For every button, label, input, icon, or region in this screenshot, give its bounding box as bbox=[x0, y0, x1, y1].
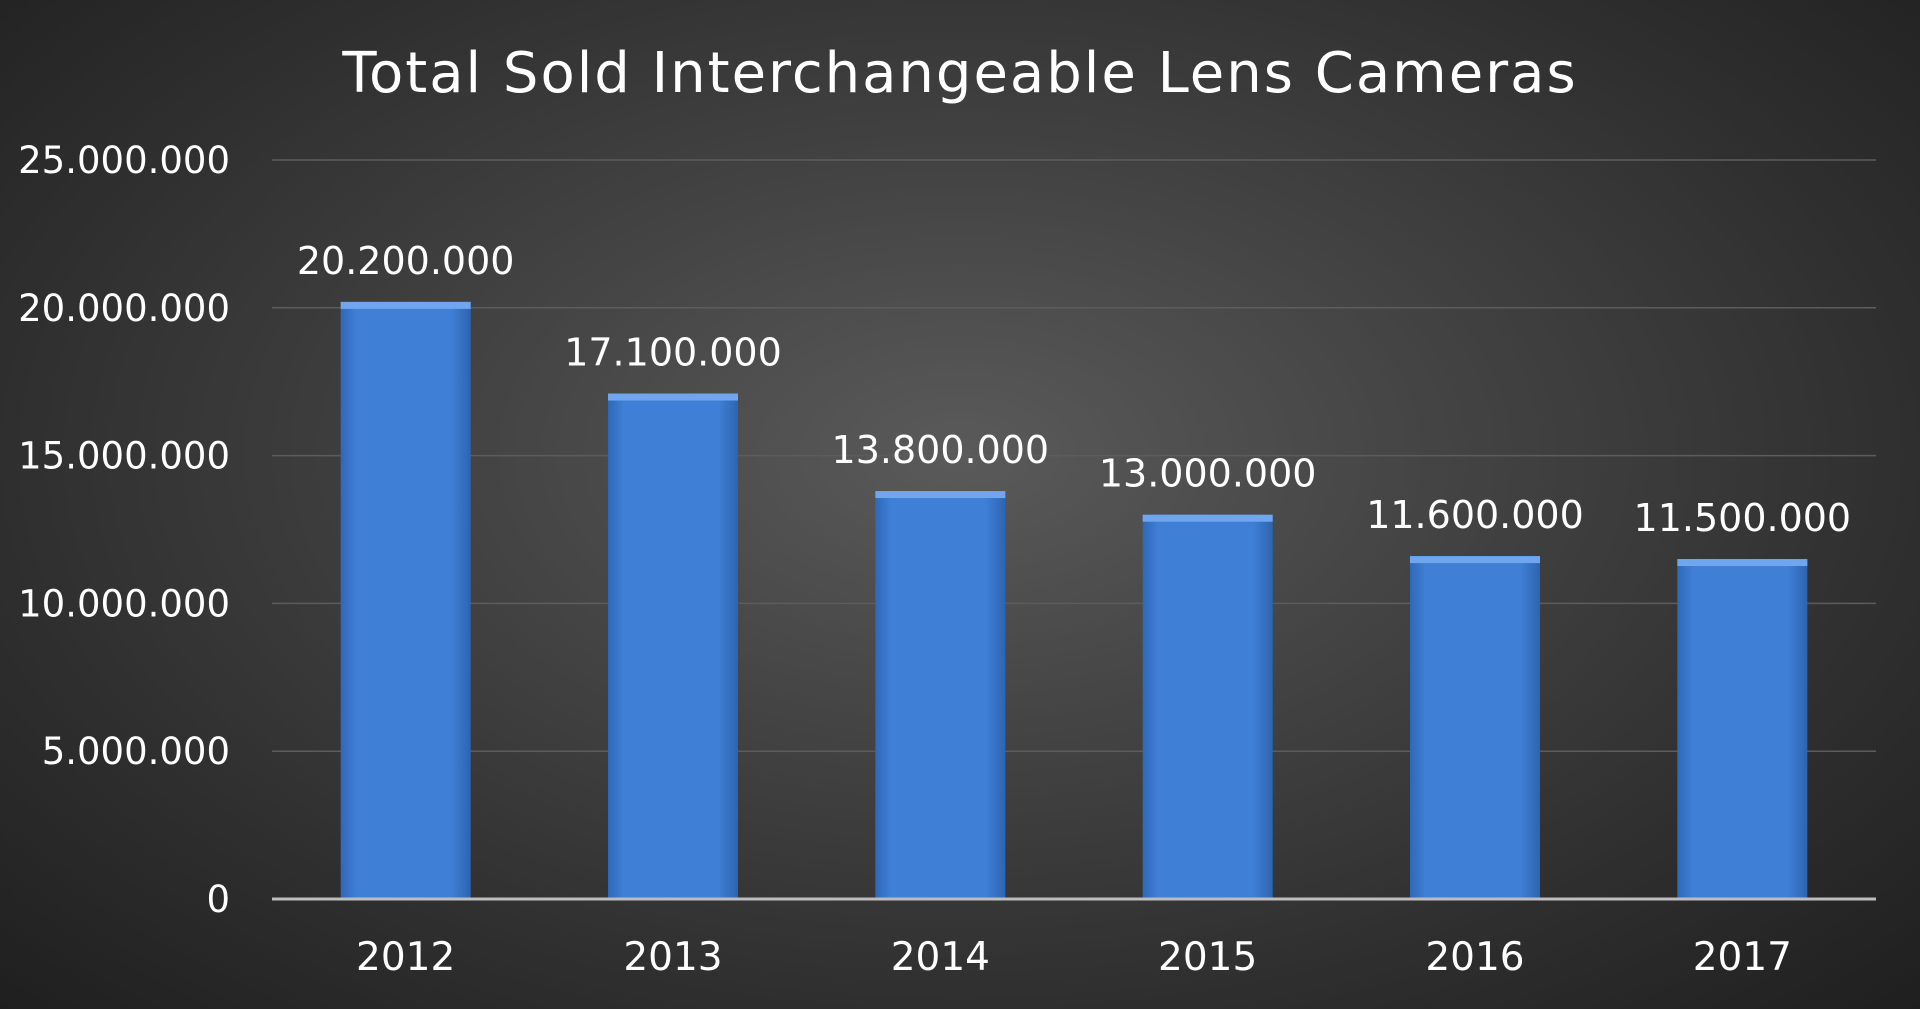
y-axis-ticks: 0 5.000.000 10.000.000 15.000.000 20.000.000… bbox=[18, 139, 230, 921]
data-label-2016: 11.600.000 bbox=[1366, 493, 1584, 537]
x-tick-label-2013: 2013 bbox=[623, 935, 722, 980]
data-labels: 20.200.000 17.100.000 13.800.000 13.000.000… bbox=[297, 239, 1851, 540]
bars bbox=[340, 301, 1808, 899]
y-tick-label: 15.000.000 bbox=[18, 435, 230, 478]
bar-2014 bbox=[875, 491, 1006, 899]
bar-top-highlight bbox=[1677, 559, 1808, 567]
chart-title: Total Sold Interchangeable Lens Cameras bbox=[341, 41, 1577, 106]
data-label-2012: 20.200.000 bbox=[297, 239, 515, 283]
y-tick-label: 5.000.000 bbox=[42, 730, 230, 773]
y-tick-label: 10.000.000 bbox=[18, 582, 230, 625]
bar-2016 bbox=[1410, 556, 1540, 899]
x-tick-label-2015: 2015 bbox=[1158, 935, 1257, 980]
bar-top-highlight bbox=[1410, 556, 1540, 564]
bar-top-highlight bbox=[875, 491, 1006, 499]
x-tick-label-2016: 2016 bbox=[1425, 935, 1524, 980]
x-tick-label-2012: 2012 bbox=[356, 935, 455, 980]
data-label-2017: 11.500.000 bbox=[1634, 496, 1852, 540]
data-label-2013: 17.100.000 bbox=[564, 331, 782, 375]
x-tick-label-2014: 2014 bbox=[891, 935, 990, 980]
bar-top-highlight bbox=[340, 301, 471, 309]
data-label-2015: 13.000.000 bbox=[1099, 452, 1317, 496]
x-tick-label-2017: 2017 bbox=[1693, 935, 1792, 980]
data-label-2014: 13.800.000 bbox=[832, 428, 1050, 472]
x-axis-ticks: 2012 2013 2014 2015 2016 2017 bbox=[356, 935, 1792, 980]
bar-top-highlight bbox=[1142, 514, 1273, 522]
y-tick-label: 20.000.000 bbox=[18, 287, 230, 330]
bar-2017 bbox=[1677, 559, 1808, 899]
y-tick-label: 0 bbox=[206, 878, 230, 921]
bar-2012 bbox=[340, 301, 471, 899]
y-tick-label: 25.000.000 bbox=[18, 139, 230, 182]
bar-2015 bbox=[1142, 514, 1273, 899]
bar-2013 bbox=[608, 393, 738, 899]
bar-top-highlight bbox=[608, 393, 738, 401]
gridlines bbox=[272, 159, 1876, 752]
